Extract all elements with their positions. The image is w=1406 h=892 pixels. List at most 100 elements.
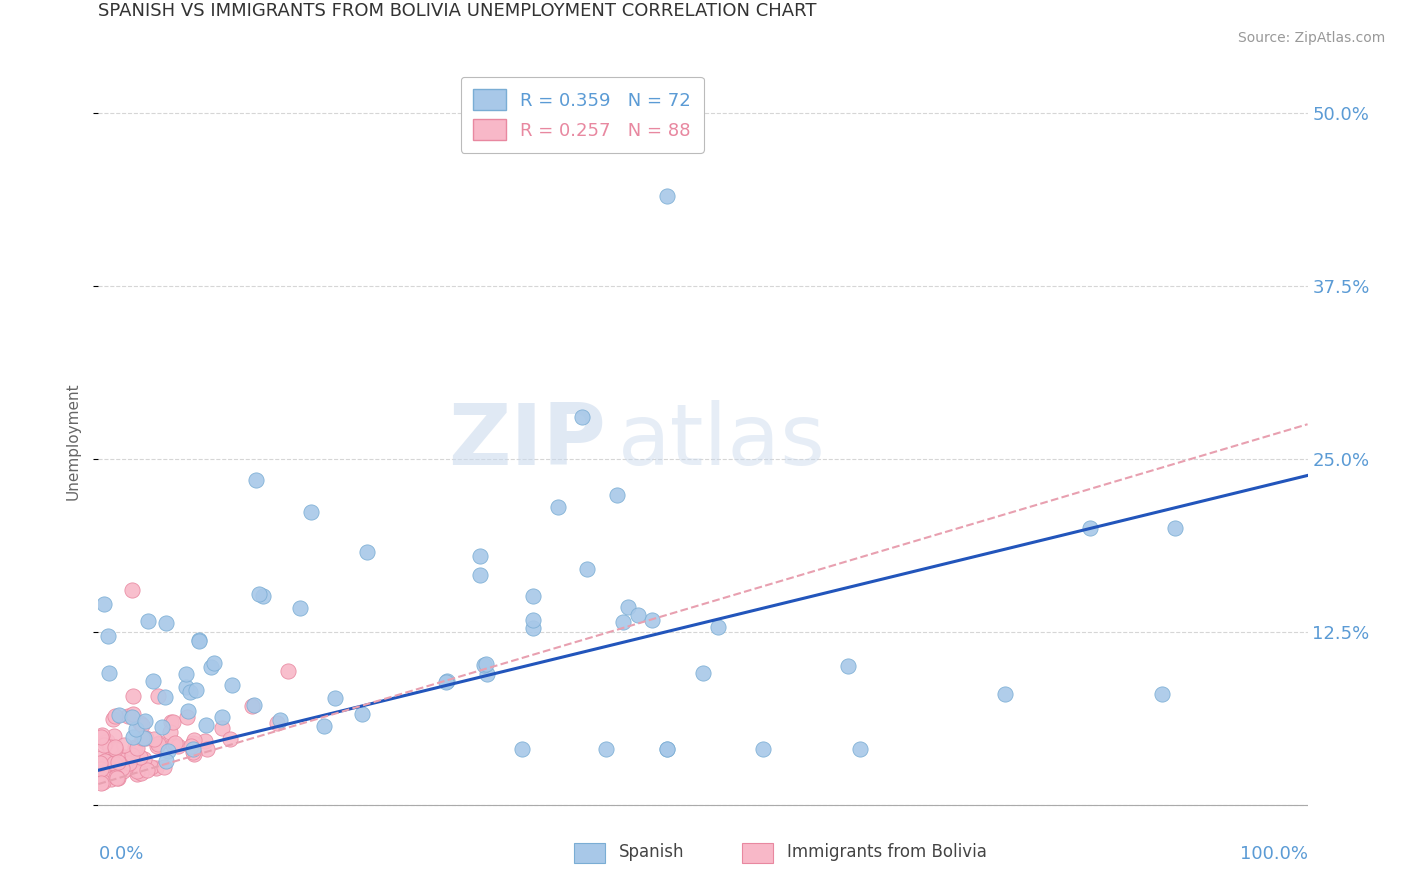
Point [125,757,148,772]
Point [107,771,129,785]
Point [1163,521,1185,535]
Point [91,727,114,741]
Point [181,736,204,750]
Point [108,764,131,778]
Point [101,756,124,770]
Point [100,754,122,768]
Point [121,583,143,598]
Point [352,707,374,722]
Point [195,742,218,756]
Legend: R = 0.359   N = 72, R = 0.257   N = 88: R = 0.359 N = 72, R = 0.257 N = 88 [461,77,703,153]
FancyBboxPatch shape [742,843,773,863]
Point [104,741,127,756]
Point [163,736,186,750]
Point [103,729,125,743]
Text: Spanish: Spanish [619,843,685,861]
Point [183,747,205,762]
Point [112,750,135,764]
Y-axis label: Unemployment: Unemployment [65,383,80,500]
Point [200,659,222,673]
Point [112,738,135,752]
Point [97,629,120,643]
Point [612,615,634,629]
Point [221,678,243,692]
Point [110,760,132,774]
Point [616,599,638,614]
Point [127,763,149,777]
Point [129,715,152,730]
Point [98,739,121,754]
Point [194,734,217,748]
Point [125,764,148,778]
Point [152,760,174,774]
Point [129,750,152,764]
Point [134,714,156,729]
Point [107,751,129,765]
Point [655,742,678,756]
Point [266,715,288,730]
Point [166,739,188,754]
Point [139,760,162,774]
Point [176,704,198,718]
Point [323,691,346,706]
Text: atlas: atlas [619,400,827,483]
Point [122,707,145,722]
Point [146,739,169,753]
Point [571,410,593,425]
Point [131,731,153,745]
Point [104,709,127,723]
Point [475,667,498,681]
Point [122,689,145,703]
Point [155,615,177,630]
Point [136,614,159,628]
Point [595,742,617,756]
Point [94,754,117,768]
Point [522,613,544,627]
Point [94,735,117,749]
Point [510,742,533,756]
Point [655,189,678,203]
Text: ZIP: ZIP [449,400,606,483]
Point [105,761,128,775]
Point [641,613,664,627]
Point [243,698,266,713]
Point [91,761,114,775]
Point [104,739,127,754]
Point [356,545,378,559]
Point [183,745,205,759]
Point [627,608,650,623]
Point [129,765,152,780]
Point [202,656,225,670]
Point [125,766,148,780]
Point [146,737,169,751]
Point [91,775,114,789]
Text: Immigrants from Bolivia: Immigrants from Bolivia [787,843,987,861]
Point [122,731,145,745]
Point [125,722,148,736]
Point [314,719,336,733]
Point [90,762,112,776]
Point [547,500,569,515]
Point [288,600,311,615]
Point [470,567,492,582]
Point [245,473,267,487]
Point [90,730,112,744]
Point [468,549,491,563]
Point [146,689,169,703]
Text: Source: ZipAtlas.com: Source: ZipAtlas.com [1237,31,1385,45]
Point [188,634,211,648]
Point [522,589,544,603]
Point [277,664,299,678]
Point [153,690,176,705]
Point [93,738,115,752]
Point [162,739,184,753]
Point [219,731,242,746]
Point [96,734,118,748]
Point [159,714,181,729]
Point [181,742,204,756]
Point [176,710,198,724]
Point [89,772,111,786]
Point [132,730,155,744]
Point [1152,687,1174,701]
Point [150,720,173,734]
